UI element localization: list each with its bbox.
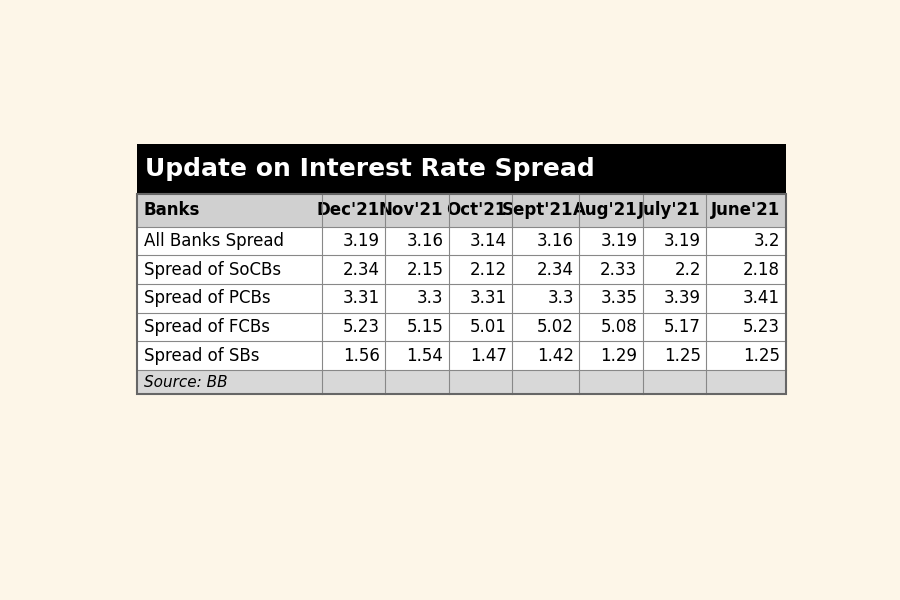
Text: 1.56: 1.56 <box>343 347 380 365</box>
Bar <box>137 227 786 256</box>
Text: 2.34: 2.34 <box>536 261 573 279</box>
Text: 3.19: 3.19 <box>664 232 701 250</box>
Text: 2.15: 2.15 <box>406 261 444 279</box>
Text: 5.23: 5.23 <box>743 318 780 336</box>
Text: 2.33: 2.33 <box>600 261 637 279</box>
Text: Dec'21: Dec'21 <box>317 201 380 219</box>
Text: 2.18: 2.18 <box>743 261 780 279</box>
Text: Spread of PCBs: Spread of PCBs <box>144 289 271 307</box>
Text: 1.42: 1.42 <box>536 347 573 365</box>
Text: 3.35: 3.35 <box>600 289 637 307</box>
Text: Update on Interest Rate Spread: Update on Interest Rate Spread <box>145 157 595 181</box>
Text: Sept'21: Sept'21 <box>502 201 573 219</box>
Bar <box>137 194 786 227</box>
Text: 3.19: 3.19 <box>600 232 637 250</box>
Text: Spread of SoCBs: Spread of SoCBs <box>144 261 281 279</box>
Text: Source: BB: Source: BB <box>144 374 228 389</box>
Text: All Banks Spread: All Banks Spread <box>144 232 284 250</box>
Text: 2.2: 2.2 <box>674 261 701 279</box>
Text: 1.25: 1.25 <box>664 347 701 365</box>
Text: 5.15: 5.15 <box>407 318 444 336</box>
Text: 2.34: 2.34 <box>343 261 380 279</box>
Text: 3.2: 3.2 <box>753 232 780 250</box>
Text: Spread of FCBs: Spread of FCBs <box>144 318 270 336</box>
Text: 1.54: 1.54 <box>407 347 444 365</box>
Text: 5.23: 5.23 <box>343 318 380 336</box>
Text: Banks: Banks <box>144 201 201 219</box>
Text: 1.29: 1.29 <box>600 347 637 365</box>
Bar <box>137 341 786 370</box>
Text: 5.02: 5.02 <box>537 318 573 336</box>
Text: 3.3: 3.3 <box>547 289 573 307</box>
Text: 3.3: 3.3 <box>417 289 444 307</box>
Text: Oct'21: Oct'21 <box>446 201 507 219</box>
Text: 5.08: 5.08 <box>600 318 637 336</box>
Bar <box>137 284 786 313</box>
Text: 3.41: 3.41 <box>743 289 780 307</box>
Text: 1.25: 1.25 <box>743 347 780 365</box>
Text: 3.31: 3.31 <box>343 289 380 307</box>
Text: 3.39: 3.39 <box>664 289 701 307</box>
Text: Spread of SBs: Spread of SBs <box>144 347 259 365</box>
Text: 3.16: 3.16 <box>406 232 444 250</box>
Bar <box>137 256 786 284</box>
Text: 5.17: 5.17 <box>664 318 701 336</box>
Text: 1.47: 1.47 <box>470 347 507 365</box>
Text: 3.14: 3.14 <box>470 232 507 250</box>
Text: 3.31: 3.31 <box>470 289 507 307</box>
Bar <box>137 313 786 341</box>
Text: 5.01: 5.01 <box>470 318 507 336</box>
Text: June'21: June'21 <box>711 201 780 219</box>
Text: Nov'21: Nov'21 <box>379 201 444 219</box>
Text: July'21: July'21 <box>638 201 701 219</box>
Text: 3.19: 3.19 <box>343 232 380 250</box>
Text: 2.12: 2.12 <box>470 261 507 279</box>
Text: 3.16: 3.16 <box>536 232 573 250</box>
Bar <box>137 370 786 394</box>
Text: Aug'21: Aug'21 <box>572 201 637 219</box>
